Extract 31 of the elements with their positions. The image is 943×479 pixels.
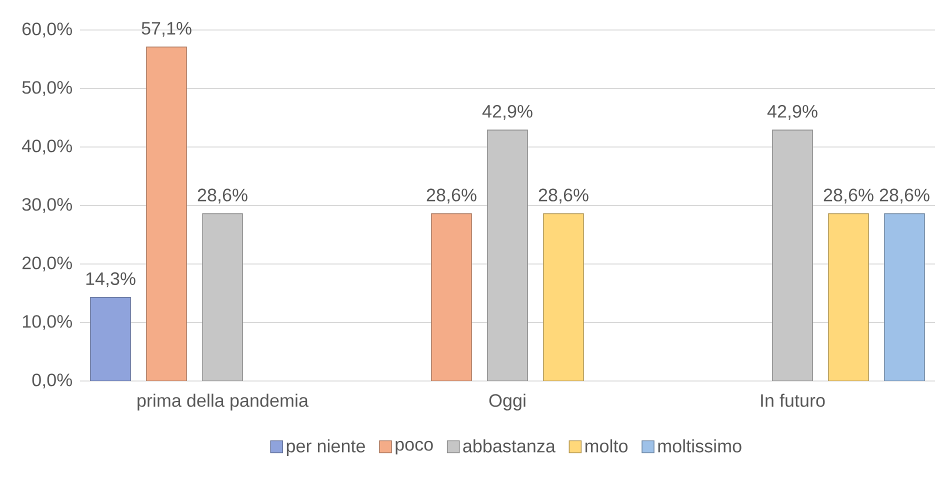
x-tick-label: In futuro xyxy=(761,394,825,407)
y-tick-label: 20,0% xyxy=(22,256,72,272)
bar xyxy=(772,130,813,381)
legend-label: abbastanza xyxy=(463,439,556,452)
bar xyxy=(543,213,584,381)
data-label: 57,1% xyxy=(142,22,192,37)
y-tick-label: 50,0% xyxy=(22,81,72,96)
data-label: 42,9% xyxy=(482,104,532,120)
data-label: 14,3% xyxy=(86,272,136,288)
bar xyxy=(146,46,187,381)
x-tick-label: Oggi xyxy=(489,394,526,410)
y-tick-label: 40,0% xyxy=(22,140,72,154)
data-label: 28,6% xyxy=(880,188,930,204)
y-tick-label: 10,0% xyxy=(22,315,72,330)
data-label: 28,6% xyxy=(198,188,248,204)
legend-label: moltissimo xyxy=(658,439,742,452)
legend-label: molto xyxy=(585,439,628,452)
bar xyxy=(487,130,528,381)
bar xyxy=(828,213,869,381)
bar xyxy=(202,213,243,381)
data-label: 28,6% xyxy=(426,188,476,204)
y-tick-label: 30,0% xyxy=(22,198,72,213)
y-tick-label: 60,0% xyxy=(22,22,72,38)
legend-label: poco xyxy=(396,440,433,454)
data-label: 42,9% xyxy=(767,104,818,120)
x-tick-label: prima della pandemia xyxy=(138,394,309,410)
legend-label: per niente xyxy=(286,439,365,456)
data-label: 28,6% xyxy=(824,188,874,204)
data-label: 28,6% xyxy=(538,188,588,204)
y-tick-label: 0,0% xyxy=(32,374,72,388)
bar xyxy=(431,213,472,381)
